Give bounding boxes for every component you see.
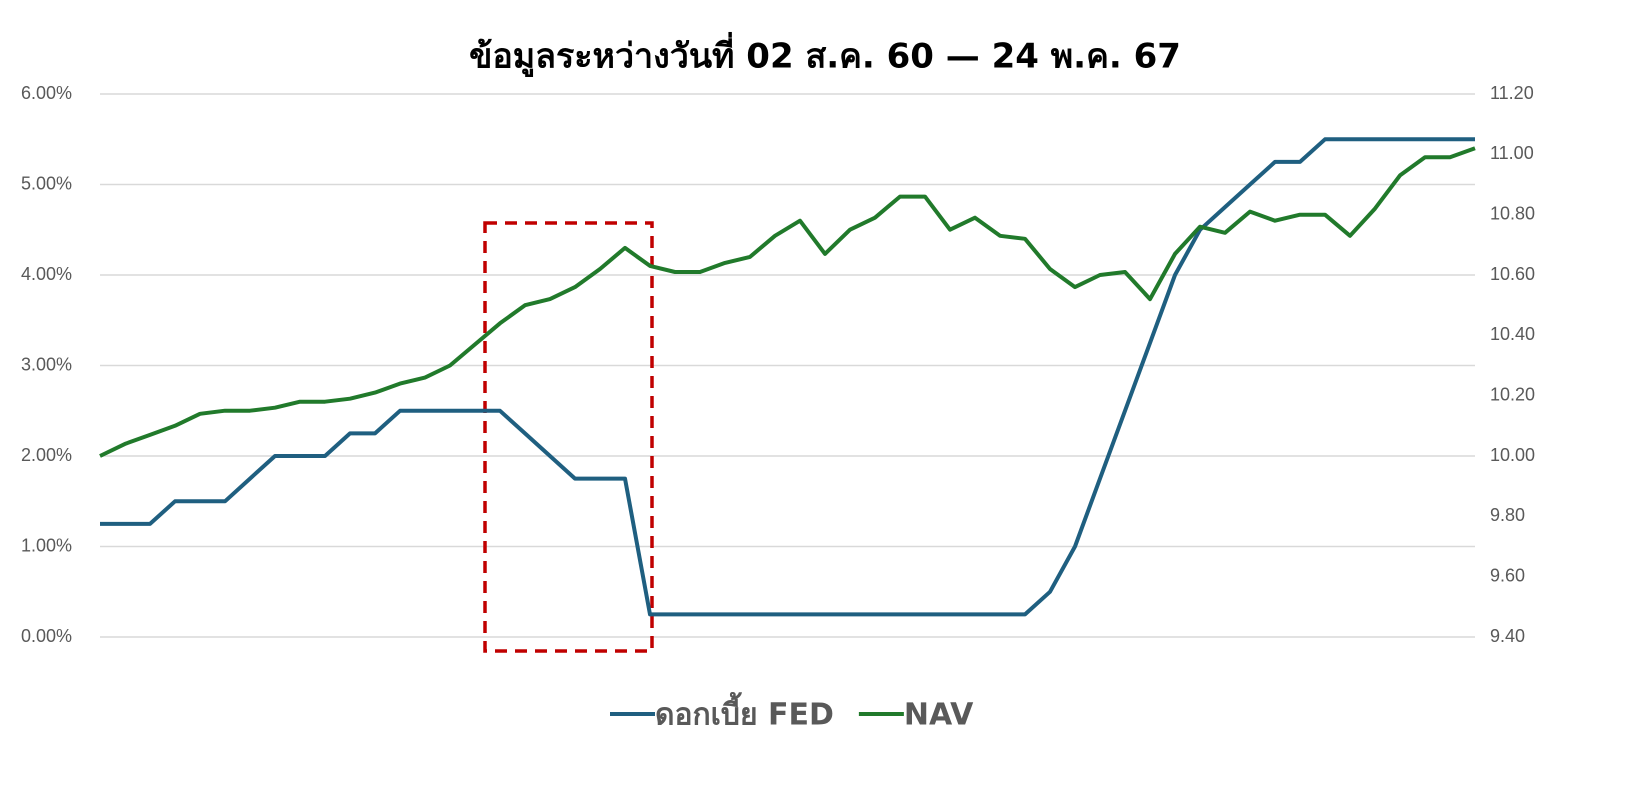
y2-tick-label: 11.20 — [1490, 83, 1534, 103]
y2-tick-label: 11.00 — [1490, 143, 1534, 163]
legend-label: NAV — [904, 698, 974, 733]
legend: ดอกเบี้ย FED NAV — [610, 692, 974, 733]
y-tick-label: 1.00% — [21, 535, 72, 555]
y-tick-label: 4.00% — [21, 264, 72, 284]
y-tick-label: 6.00% — [21, 83, 72, 103]
y2-tick-label: 10.80 — [1490, 203, 1535, 223]
chart-title: ข้อมูลระหว่างวันที่ 02 ส.ค. 60 — 24 พ.ค.… — [469, 32, 1181, 78]
legend-label: ดอกเบี้ย FED — [655, 692, 834, 733]
y-tick-label: 5.00% — [21, 173, 72, 193]
y-tick-label: 3.00% — [21, 354, 72, 374]
y-tick-label: 0.00% — [21, 626, 72, 646]
y2-tick-label: 10.20 — [1490, 384, 1535, 404]
line-series — [99, 146, 1476, 458]
highlight-box — [483, 221, 654, 653]
y2-tick-label: 9.40 — [1490, 626, 1525, 646]
y-tick-label: 2.00% — [21, 445, 72, 465]
y2-tick-label: 10.00 — [1490, 445, 1535, 465]
line-series — [100, 137, 1475, 617]
y2-tick-label: 10.40 — [1490, 324, 1535, 344]
y2-tick-label: 9.80 — [1490, 505, 1525, 525]
y2-tick-label: 10.60 — [1490, 264, 1535, 284]
y2-tick-label: 9.60 — [1490, 565, 1525, 585]
